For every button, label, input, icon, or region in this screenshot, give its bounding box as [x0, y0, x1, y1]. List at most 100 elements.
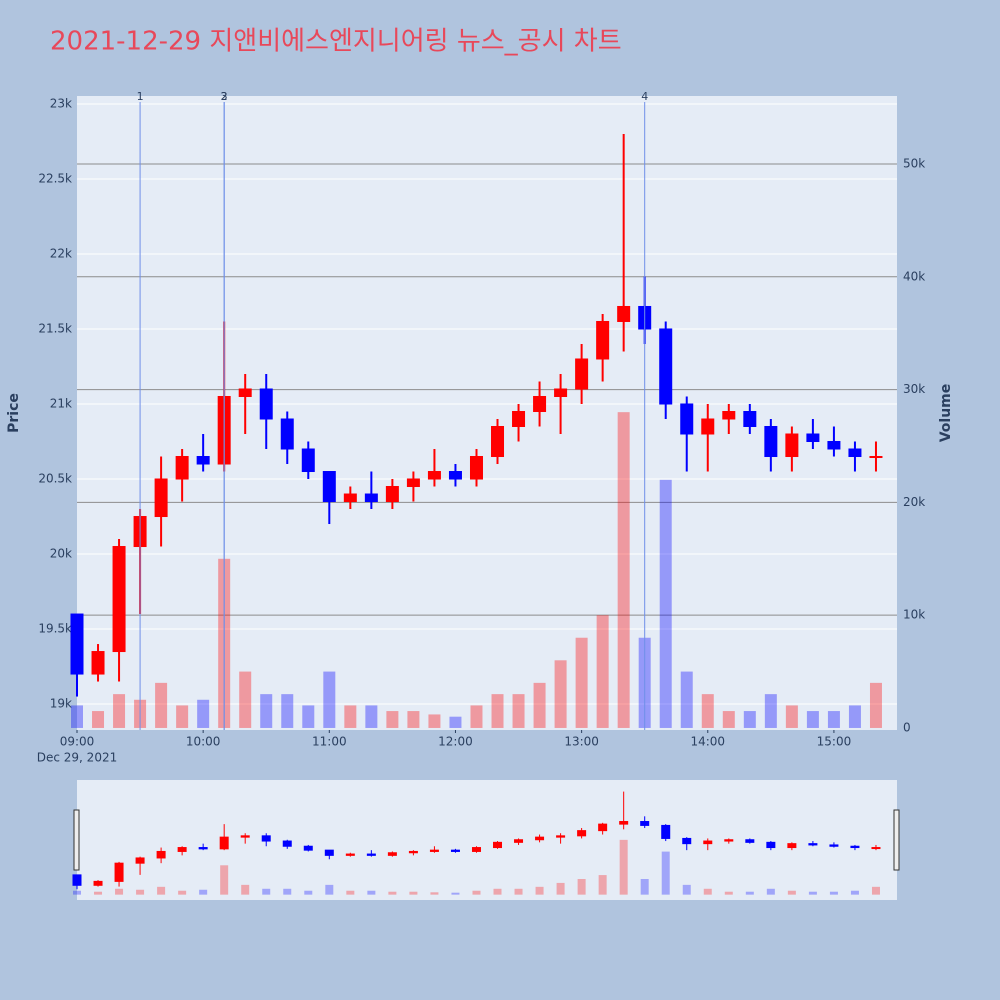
volume-bar: [260, 694, 273, 728]
candle-body: [554, 388, 568, 397]
event-label: 3: [221, 90, 228, 103]
candle-body: [766, 841, 776, 849]
range-handle[interactable]: [73, 809, 80, 871]
candle-body: [533, 395, 547, 412]
candle-body: [72, 874, 82, 886]
volume-bar: [386, 711, 399, 728]
volume-bar: [92, 711, 105, 728]
volume-bar: [808, 891, 817, 895]
volume-bar: [449, 716, 462, 728]
volume-bar: [409, 891, 418, 895]
volume-bar: [512, 694, 525, 728]
volume-bar: [407, 711, 420, 728]
volume-bar: [806, 711, 819, 728]
y2-tick-label: 10k: [903, 608, 925, 622]
candle-body: [219, 836, 229, 850]
volume-bar: [262, 888, 271, 895]
volume-bar: [302, 705, 315, 728]
y-tick-label: 22.5k: [38, 171, 72, 185]
volume-bar: [787, 890, 796, 895]
candle-body: [324, 849, 334, 856]
y2-tick-label: 30k: [903, 382, 925, 396]
volume-bar: [430, 892, 439, 895]
volume-bar: [451, 892, 460, 895]
candle-body: [764, 426, 778, 458]
candle-body: [491, 426, 505, 458]
candle-body: [261, 835, 271, 842]
volume-bar: [493, 888, 502, 895]
volume-bar: [346, 890, 355, 895]
volume-bar: [869, 682, 882, 728]
volume-bar: [661, 851, 670, 895]
candle-body: [596, 320, 610, 360]
volume-bar: [491, 694, 504, 728]
candle-body: [535, 836, 545, 841]
volume-bar: [724, 891, 733, 895]
volume-bar: [220, 865, 229, 895]
candle-body: [70, 613, 84, 675]
volume-bar: [850, 890, 859, 895]
volume-bar: [304, 890, 313, 895]
x-date-label: Dec 29, 2021: [37, 751, 117, 765]
candle-body: [387, 852, 397, 856]
plot-area: [77, 96, 897, 730]
volume-bar: [199, 889, 208, 895]
volume-bar: [556, 882, 565, 895]
x-tick-label: 15:00: [817, 735, 852, 749]
volume-bar: [827, 711, 840, 728]
candle-body: [827, 441, 841, 450]
candle-body: [514, 839, 524, 843]
volume-bar: [722, 711, 735, 728]
candle-body: [469, 456, 483, 480]
volume-bar: [577, 878, 586, 895]
candle-body: [512, 410, 526, 428]
volume-bar: [575, 637, 588, 728]
candle-body: [471, 847, 481, 852]
candle-body: [427, 471, 441, 480]
volume-bar: [472, 890, 481, 895]
candle-body: [661, 824, 671, 839]
volume-bar: [239, 671, 252, 728]
range-handle[interactable]: [893, 809, 900, 871]
volume-bar: [365, 705, 378, 728]
candle-body: [280, 418, 294, 450]
x-tick-label: 14:00: [690, 735, 725, 749]
candle-body: [450, 849, 460, 852]
candle-body: [301, 448, 315, 473]
volume-bar: [176, 705, 189, 728]
x-tick-label: 13:00: [564, 735, 599, 749]
candle-body: [303, 845, 313, 851]
volume-bar: [871, 886, 880, 895]
y-tick-label: 20.5k: [38, 472, 72, 486]
y-tick-label: 21k: [50, 396, 72, 410]
candle-body: [196, 456, 210, 465]
candle-body: [682, 837, 692, 845]
candle-body: [91, 651, 105, 675]
candle-body: [366, 853, 376, 856]
candle-body: [93, 880, 103, 886]
volume-bar: [596, 615, 609, 728]
candle-body: [785, 433, 799, 458]
candle-body: [156, 850, 166, 859]
event-label: 4: [641, 90, 648, 103]
candle-body: [238, 388, 252, 397]
volume-bar: [701, 694, 714, 728]
candle-body: [240, 835, 250, 838]
chart-title: 2021-12-29 지앤비에스엔지니어링 뉴스_공시 차트: [50, 27, 622, 57]
candle-body: [806, 433, 820, 443]
candle-body: [175, 456, 189, 480]
volume-bar: [554, 660, 567, 728]
event-label: 2: [221, 90, 228, 103]
volume-bar: [703, 888, 712, 895]
candle-body: [659, 328, 673, 405]
volume-bar: [785, 705, 798, 728]
candle-body: [640, 821, 650, 826]
volume-bar: [94, 891, 103, 895]
volume-bar: [283, 888, 292, 895]
volume-bar: [197, 699, 210, 728]
y2-tick-label: 50k: [903, 157, 925, 171]
range-slider[interactable]: [77, 780, 897, 900]
candle-body: [493, 841, 503, 849]
